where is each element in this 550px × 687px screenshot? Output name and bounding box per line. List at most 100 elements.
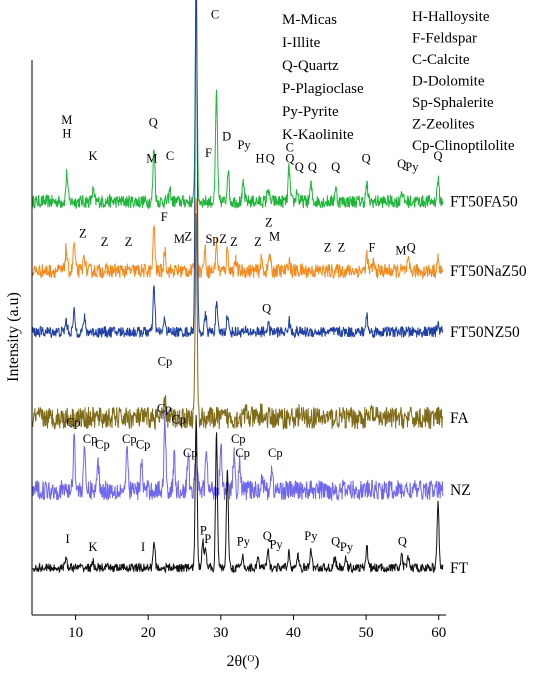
peak-label: Cp [95, 438, 110, 452]
peak-label: Cp [183, 446, 198, 460]
legend-entry: M-Micas [282, 12, 337, 28]
peak-label: Cp [122, 432, 137, 446]
x-tick-label: 40 [286, 625, 301, 641]
peak-label: K [88, 540, 97, 554]
peak-label: Cp [83, 432, 98, 446]
peak-label: I [141, 540, 145, 554]
peak-label: Z [230, 235, 238, 249]
peak-label: Q [398, 535, 407, 549]
legend-entry: P-Plagioclase [282, 81, 364, 97]
series-label: FA [450, 410, 469, 427]
axes: 10 20 30 40 50 60 [31, 60, 446, 641]
legend-entry: C-Calcite [412, 52, 470, 68]
series-label: FT [450, 560, 469, 577]
peak-label: K [88, 149, 97, 163]
peak-label: Cp [157, 401, 172, 415]
x-axis-title: 2θ(ᴼ) [226, 653, 259, 670]
peak-label: Cp [66, 415, 81, 429]
peak-label: Z [79, 227, 87, 241]
series-line-ft50naz50 [32, 197, 444, 280]
peak-label: Sp [206, 232, 219, 246]
peak-label: M [174, 232, 185, 246]
peak-label: Q [308, 160, 317, 174]
sample-labels: FT50FA50 FT50NaZ50 FT50NZ50 FA NZ FT [450, 194, 527, 577]
peak-label: Q [397, 157, 406, 171]
series-label: FT50FA50 [450, 194, 518, 211]
peak-label: Z [101, 235, 109, 249]
peak-label: Q [262, 302, 271, 316]
peak-label: Q [295, 160, 304, 174]
legend-right-column: H-Halloysite F-Feldspar C-Calcite D-Dolomit… [412, 9, 515, 154]
x-tick-label: 20 [141, 625, 156, 641]
peak-label: Z [338, 240, 346, 254]
peak-label: Q [331, 535, 340, 549]
x-ticks: 10 20 30 40 50 60 [68, 615, 446, 641]
peak-label: P [204, 532, 211, 546]
peak-label: H [62, 127, 71, 141]
peak-label: D [222, 129, 231, 143]
series-line-ft50fa50 [32, 0, 444, 210]
legend-entry: H-Halloysite [412, 9, 490, 25]
series-line-fa [32, 213, 444, 431]
peak-label: Z [265, 216, 273, 230]
peak-label: Cp [158, 354, 173, 368]
peak-label: Z [254, 235, 262, 249]
peak-label: Z [219, 232, 227, 246]
peak-label: Q [407, 240, 416, 254]
peak-label: C [286, 141, 294, 155]
y-axis-title: Intensity (a.u) [5, 292, 22, 382]
peak-label: M [395, 243, 406, 257]
series-label: FT50NaZ50 [450, 263, 527, 280]
peak-label: Py [304, 529, 318, 543]
series-line-nz [32, 410, 444, 502]
legend-left-column: M-Micas I-Illite Q-Quartz P-Plagioclase Py-P… [282, 12, 364, 143]
peak-label: Cp [171, 413, 186, 427]
peak-label: C [211, 7, 219, 21]
peak-label: M [269, 229, 280, 243]
peak-label: Py [237, 138, 251, 152]
peak-label: Q [285, 152, 294, 166]
peak-label: Z [125, 235, 133, 249]
peak-label: I [66, 532, 70, 546]
legend-entry: F-Feldspar [412, 31, 477, 47]
x-tick-label: 50 [359, 625, 374, 641]
peak-label: C [166, 149, 174, 163]
peak-label: Z [324, 240, 332, 254]
series-line-ft50nz50 [32, 0, 444, 339]
peak-label: M [61, 113, 72, 127]
peak-label: Cp [268, 446, 283, 460]
peak-label: Q [149, 116, 158, 130]
legend-entry: I-Illite [282, 35, 321, 51]
peak-label: F [205, 146, 212, 160]
peak-label: Py [405, 160, 419, 174]
x-tick-label: 60 [431, 625, 446, 641]
legend: M-Micas I-Illite Q-Quartz P-Plagioclase Py-P… [282, 9, 515, 154]
legend-entry: Sp-Sphalerite [412, 95, 494, 111]
peak-label: Q [433, 149, 442, 163]
series-line-ft [32, 415, 444, 574]
peak-label: Cp [235, 446, 250, 460]
x-tick-label: 10 [68, 625, 83, 641]
peak-label: P [200, 524, 207, 538]
legend-entry: Q-Quartz [282, 58, 339, 74]
legend-entry: Cp-Clinoptilolite [412, 138, 515, 154]
legend-entry: K-Kaolinite [282, 127, 354, 143]
peak-label: Cp [136, 438, 151, 452]
peak-label: F [161, 210, 168, 224]
peak-label: Z [184, 229, 192, 243]
series-label: NZ [450, 482, 471, 499]
peak-annotations: MHKQMCQCFDPyHQCQQQQQQPyQZZZFMZSpZZZZMZZF… [61, 7, 442, 554]
series-layer [32, 0, 444, 574]
x-tick-label: 30 [213, 625, 228, 641]
peak-label: Q [331, 160, 340, 174]
legend-entry: D-Dolomite [412, 74, 485, 90]
peak-label: M [146, 152, 157, 166]
peak-label: Py [269, 537, 283, 551]
peak-label: F [368, 240, 375, 254]
peak-label: Q [362, 152, 371, 166]
legend-entry: Py-Pyrite [282, 104, 339, 120]
peak-label: Py [237, 535, 251, 549]
legend-entry: Z-Zeolites [412, 117, 475, 133]
